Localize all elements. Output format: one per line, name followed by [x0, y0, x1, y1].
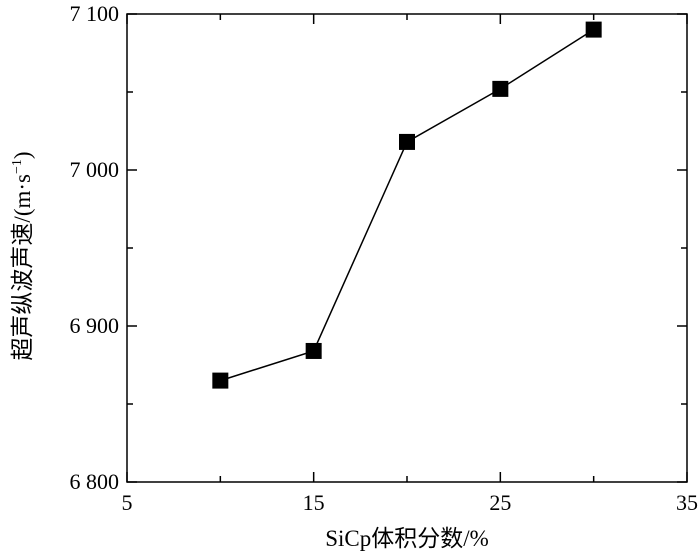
- y-axis-title-close: ): [10, 151, 35, 159]
- y-tick-label: 7 000: [70, 157, 120, 182]
- y-axis: 6 800 6 900 7 000 7 100: [70, 1, 687, 494]
- y-axis-title-unit-exponent: −1: [10, 159, 25, 174]
- plot-frame: [126, 13, 688, 483]
- x-tick-label: 5: [122, 490, 133, 515]
- x-axis-title: SiCp体积分数/%: [325, 526, 489, 551]
- series-line: [220, 28, 595, 382]
- data-point-marker: [305, 342, 322, 359]
- data-point-marker: [212, 372, 229, 389]
- data-point-marker: [492, 80, 509, 97]
- y-tick-label: 6 800: [70, 469, 120, 494]
- x-axis: 5 15 25 35: [122, 14, 698, 515]
- y-axis-title-text: 超声纵波声速/(m·s: [10, 174, 35, 361]
- y-axis-title: 超声纵波声速/(m·s−1): [10, 151, 35, 360]
- y-tick-label: 6 900: [70, 313, 120, 338]
- x-tick-label: 15: [303, 490, 325, 515]
- y-tick-label: 7 100: [70, 1, 120, 26]
- x-tick-label: 25: [489, 490, 511, 515]
- data-point-marker: [585, 21, 602, 38]
- series-layer: [212, 21, 602, 389]
- data-point-marker: [399, 133, 415, 150]
- x-tick-label: 35: [676, 490, 698, 515]
